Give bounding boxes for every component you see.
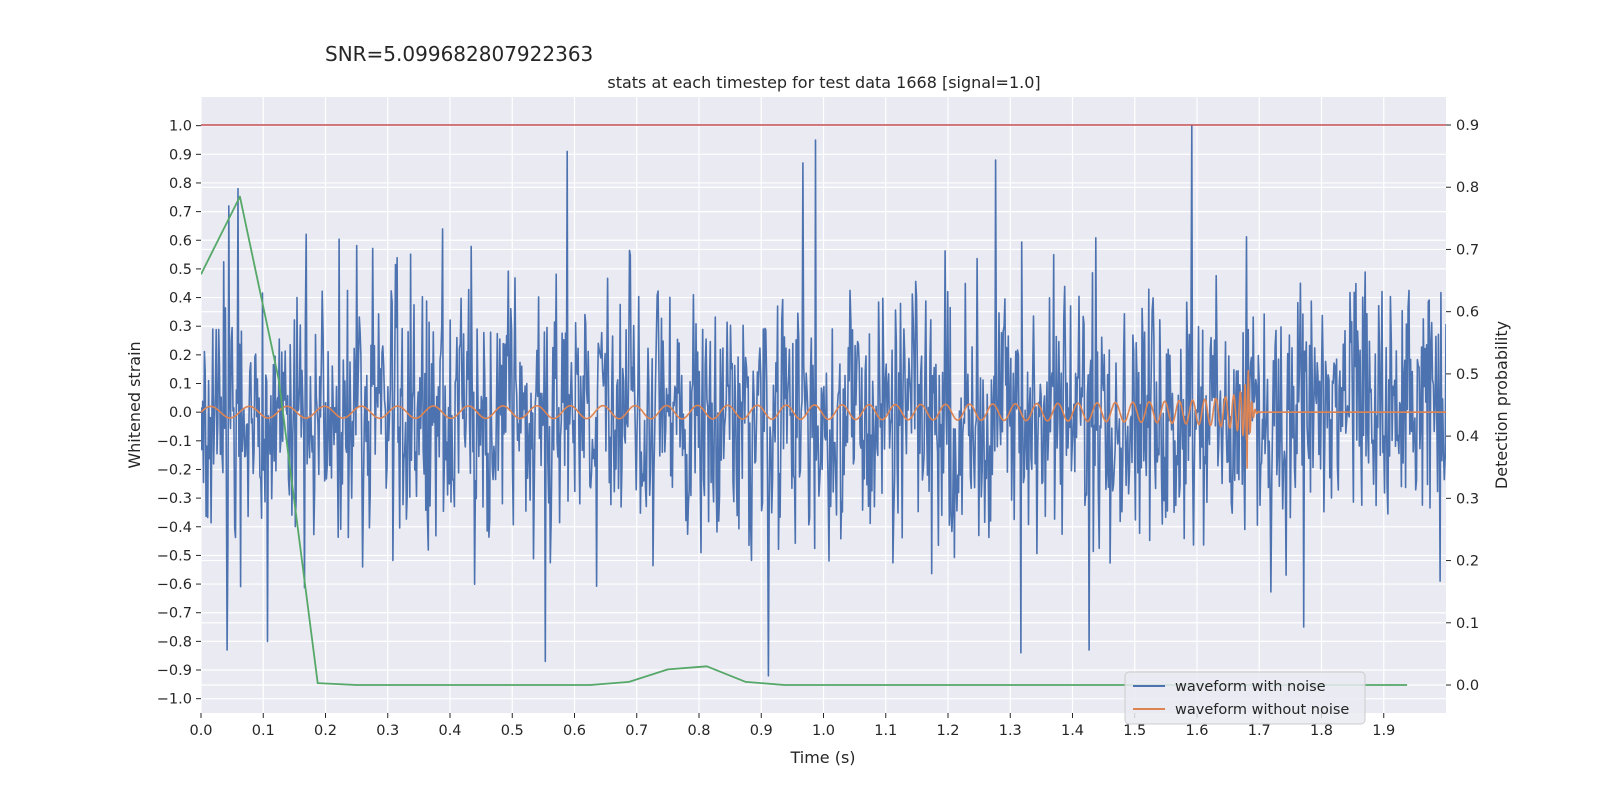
y-tick-label: −0.6 — [157, 577, 192, 593]
y-tick-label: 0.8 — [169, 176, 192, 192]
x-tick-label: 1.5 — [1123, 723, 1146, 739]
y2-tick-label: 0.2 — [1456, 554, 1479, 570]
x-tick-label: 0.4 — [438, 723, 461, 739]
x-tick-label: 0.9 — [750, 723, 773, 739]
x-tick-label: 1.0 — [812, 723, 835, 739]
legend-label-waveform-with-noise: waveform with noise — [1175, 679, 1326, 695]
y2-tick-label: 0.6 — [1456, 305, 1479, 321]
y-tick-label: 0.7 — [169, 205, 192, 221]
x-tick-label: 0.1 — [252, 723, 275, 739]
y-tick-label: −0.7 — [157, 606, 192, 622]
snr-title: SNR=5.099682807922363 — [325, 42, 593, 66]
x-tick-label: 0.6 — [563, 723, 586, 739]
x-tick-label: 1.9 — [1372, 723, 1395, 739]
x-tick-label: 0.5 — [501, 723, 524, 739]
y-tick-label: 0.5 — [169, 262, 192, 278]
y-tick-label: 0.9 — [169, 147, 192, 163]
y-tick-label: 0.1 — [169, 377, 192, 393]
x-tick-label: 1.4 — [1061, 723, 1084, 739]
y-tick-label: −1.0 — [157, 692, 192, 708]
y2-tick-label: 0.7 — [1456, 242, 1479, 258]
y-tick-label: −0.3 — [157, 491, 192, 507]
x-tick-label: 1.3 — [999, 723, 1022, 739]
x-tick-label: 1.6 — [1185, 723, 1208, 739]
y-tick-label: −0.5 — [157, 548, 192, 564]
y2-tick-label: 0.9 — [1456, 118, 1479, 134]
y2-tick-label: 0.4 — [1456, 429, 1479, 445]
y2-tick-label: 0.0 — [1456, 678, 1479, 694]
legend-label-waveform-without-noise: waveform without noise — [1175, 702, 1349, 718]
x-tick-label: 0.7 — [625, 723, 648, 739]
y-tick-label: −0.4 — [157, 520, 192, 536]
x-axis-label: Time (s) — [789, 748, 855, 767]
legend: waveform with noise waveform without noi… — [1124, 671, 1366, 725]
x-tick-label: 0.2 — [314, 723, 337, 739]
y-tick-label: 0.4 — [169, 291, 192, 307]
x-tick-label: 1.2 — [936, 723, 959, 739]
x-tick-label: 1.1 — [874, 723, 897, 739]
x-tick-label: 1.7 — [1248, 723, 1271, 739]
y-tick-label: −0.9 — [157, 663, 192, 679]
y-tick-label: 0.0 — [169, 405, 192, 421]
x-tick-label: 1.8 — [1310, 723, 1333, 739]
series-waveform-without-noise — [201, 369, 1446, 469]
y2-axis-label: Detection probability — [1492, 321, 1511, 489]
y2-tick-label: 0.1 — [1456, 616, 1479, 632]
y-axis-ticks: 1.0 0.9 0.8 0.7 0.6 0.5 0.4 0.3 0.2 0.1 0.0 −0.1 −0.… — [157, 119, 201, 708]
y-tick-label: −0.1 — [157, 434, 192, 450]
y2-axis-ticks: 0.9 0.8 0.7 0.6 0.5 0.4 0.3 0.2 0.1 0.0 — [1446, 118, 1479, 694]
y-tick-label: 0.3 — [169, 319, 192, 335]
y2-tick-label: 0.8 — [1456, 180, 1479, 196]
x-axis-ticks: 0.0 0.1 0.2 0.3 0.4 0.5 0.6 0.7 0.8 0.9 1.0 1.1 1.2 1… — [189, 713, 1395, 739]
x-tick-label: 0.8 — [687, 723, 710, 739]
y2-tick-label: 0.3 — [1456, 491, 1479, 507]
y-axis-label: Whitened strain — [125, 341, 144, 468]
y-tick-label: −0.8 — [157, 634, 192, 650]
y-tick-label: 0.2 — [169, 348, 192, 364]
y-tick-label: 1.0 — [169, 119, 192, 135]
legend-box — [1124, 671, 1366, 725]
y2-tick-label: 0.5 — [1456, 367, 1479, 383]
y-tick-label: −0.2 — [157, 462, 192, 478]
x-tick-label: 0.0 — [189, 723, 212, 739]
y-tick-label: 0.6 — [169, 233, 192, 249]
x-tick-label: 0.3 — [376, 723, 399, 739]
chart-title: stats at each timestep for test data 166… — [607, 73, 1040, 92]
